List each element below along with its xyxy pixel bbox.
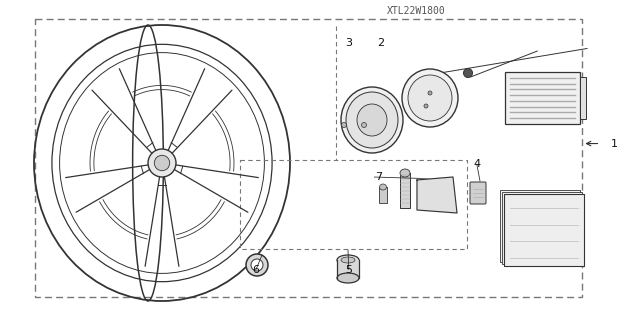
- Ellipse shape: [154, 155, 170, 171]
- Bar: [500, 190, 580, 262]
- Ellipse shape: [380, 184, 387, 190]
- Text: 3: 3: [346, 38, 352, 48]
- Bar: [505, 72, 580, 124]
- Bar: [379, 187, 387, 203]
- Bar: [400, 173, 410, 208]
- Text: 7: 7: [375, 172, 383, 182]
- Ellipse shape: [424, 104, 428, 108]
- Text: XTL22W1800: XTL22W1800: [387, 6, 445, 16]
- Text: 6: 6: [253, 264, 259, 275]
- Ellipse shape: [408, 75, 452, 121]
- Bar: [580, 77, 586, 119]
- Ellipse shape: [463, 69, 472, 78]
- Bar: [337, 260, 359, 278]
- Ellipse shape: [337, 273, 359, 283]
- Ellipse shape: [342, 122, 346, 128]
- Text: 5: 5: [346, 264, 352, 275]
- Ellipse shape: [362, 122, 367, 128]
- Polygon shape: [417, 177, 457, 213]
- Bar: [504, 194, 584, 266]
- Text: 1: 1: [611, 138, 618, 149]
- Ellipse shape: [428, 91, 432, 95]
- Bar: [240, 160, 467, 249]
- Text: 4: 4: [473, 159, 481, 169]
- Ellipse shape: [402, 69, 458, 127]
- Ellipse shape: [400, 169, 410, 177]
- Ellipse shape: [148, 149, 176, 177]
- Bar: [502, 192, 582, 264]
- Ellipse shape: [337, 255, 359, 265]
- Ellipse shape: [246, 254, 268, 276]
- Bar: [504, 194, 584, 266]
- Bar: [35, 19, 582, 297]
- Ellipse shape: [346, 92, 398, 148]
- Ellipse shape: [251, 259, 263, 271]
- FancyBboxPatch shape: [470, 182, 486, 204]
- Ellipse shape: [341, 87, 403, 153]
- Ellipse shape: [357, 104, 387, 136]
- Ellipse shape: [341, 257, 355, 263]
- Text: 2: 2: [377, 38, 385, 48]
